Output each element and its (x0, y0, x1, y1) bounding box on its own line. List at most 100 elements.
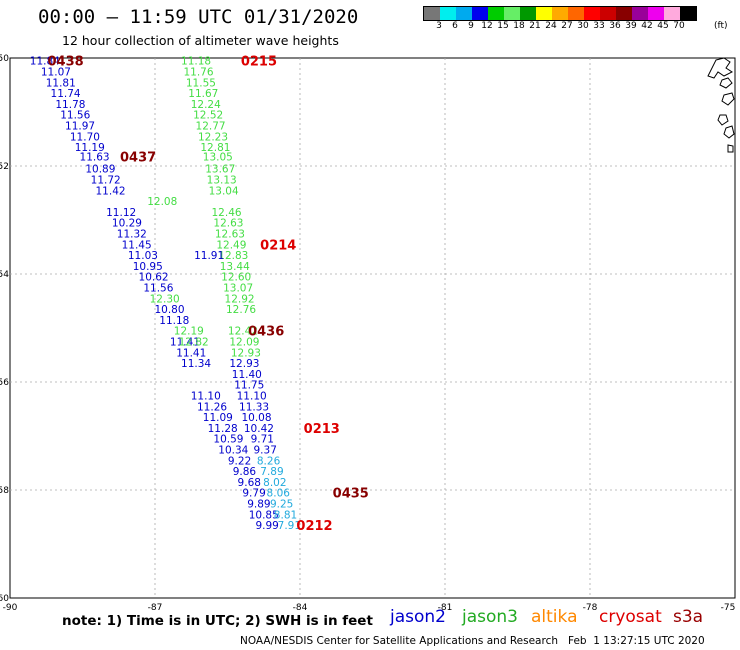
coastline-outline (717, 114, 729, 126)
colorbar-tick-label: 6 (452, 21, 458, 31)
swh-label: 11.76 (183, 67, 213, 79)
swh-label: 11.56 (60, 110, 90, 122)
latitude-tick-label: -58 (0, 486, 9, 496)
swh-label: 11.41 (176, 347, 206, 359)
swh-label: 9.79 (242, 488, 265, 500)
swh-label: 11.18 (181, 56, 211, 68)
pass-time-label: 0436 (248, 325, 284, 340)
colorbar-swatch (600, 7, 616, 20)
swh-label: 11.56 (143, 283, 173, 295)
colorbar-unit: (ft) (714, 21, 728, 31)
colorbar-swatch (664, 7, 680, 20)
swh-label: 11.78 (55, 99, 85, 111)
swh-label: 11.55 (186, 77, 216, 89)
swh-label: 13.44 (220, 261, 250, 273)
longitude-tick-label: -81 (438, 603, 453, 613)
swh-label: 12.19 (174, 326, 204, 338)
swh-label: 12.76 (226, 304, 256, 316)
swh-label: 12.93 (229, 358, 259, 370)
pass-time-label: 0214 (260, 238, 296, 253)
swh-label: 11.33 (239, 401, 269, 413)
swh-label: 12.24 (191, 99, 221, 111)
footer-credit: NOAA/NESDIS Center for Satellite Applica… (240, 635, 705, 647)
coastline-outline (723, 125, 735, 139)
longitude-tick-label: -90 (3, 603, 18, 613)
swh-label: 11.34 (181, 358, 211, 370)
swh-label: 11.70 (70, 131, 100, 143)
colorbar-labels: 3 6 9 12 15 18 21 24 27 30 33 36 39 42 45 70 (423, 21, 740, 33)
swh-label: 13.04 (209, 185, 239, 197)
swh-label: 10.08 (241, 412, 271, 424)
swh-label: 11.63 (80, 151, 110, 163)
colorbar-swatch (440, 7, 456, 20)
swh-label: 8.81 (274, 509, 297, 521)
swh-label: 11.28 (208, 423, 238, 435)
longitude-tick-label: -84 (293, 603, 308, 613)
swh-label: 12.23 (198, 131, 228, 143)
pass-time-label: 0212 (296, 519, 332, 534)
map-subtitle: 12 hour collection of altimeter wave hei… (62, 33, 339, 48)
swh-label: 10.62 (139, 272, 169, 284)
swh-label: 11.74 (51, 88, 81, 100)
swh-label: 9.89 (247, 499, 270, 511)
swh-label: 10.89 (85, 164, 115, 176)
legend-s3a: s3a (673, 607, 704, 627)
wave-height-colorbar (423, 6, 697, 21)
longitude-tick-label: -87 (148, 603, 163, 613)
swh-label: 10.42 (244, 423, 274, 435)
colorbar-tick-label: 3 (436, 21, 442, 31)
longitude-tick-label: -78 (583, 603, 598, 613)
latitude-tick-label: -50 (0, 54, 9, 64)
swh-label: 11.42 (96, 185, 126, 197)
coastline-outline (727, 144, 734, 153)
pass-time-label: 0435 (333, 487, 369, 502)
swh-label: 11.45 (122, 239, 152, 251)
swh-label: 12.82 (179, 337, 209, 349)
swh-label: 11.09 (203, 412, 233, 424)
swh-label: 12.49 (216, 239, 246, 251)
swh-label: 12.63 (213, 218, 243, 230)
swh-label: 11.03 (128, 250, 158, 262)
colorbar-swatch (456, 7, 472, 20)
swh-label: 8.06 (267, 488, 291, 500)
colorbar-swatch (504, 7, 520, 20)
colorbar-tick-label: 24 (545, 21, 557, 31)
swh-label: 10.59 (213, 434, 243, 446)
swh-label: 9.68 (238, 477, 261, 489)
colorbar-tick-label: 12 (481, 21, 493, 31)
swh-label: 7.91 (278, 520, 301, 532)
swh-label: 11.41 (170, 337, 200, 349)
swh-label: 11.97 (65, 121, 95, 133)
colorbar-swatch (616, 7, 632, 20)
map-frame (9, 57, 736, 599)
swh-label: 12.30 (150, 293, 180, 305)
swh-label: 9.37 (254, 445, 277, 457)
pass-time-label: 0213 (304, 422, 340, 437)
colorbar-tick-label: 36 (609, 21, 621, 31)
swh-label: 11.18 (159, 315, 189, 327)
swh-label: 10.95 (133, 261, 163, 273)
swh-label: 10.34 (218, 445, 248, 457)
swh-label: 13.67 (205, 164, 235, 176)
swh-label: 12.08 (147, 196, 177, 208)
swh-label: 12.83 (218, 250, 248, 262)
legend-altika: altika (531, 607, 578, 627)
coastline-outline (707, 57, 733, 79)
swh-label: 9.71 (251, 434, 274, 446)
swh-label: 11.10 (237, 391, 267, 403)
swh-label: 11.12 (106, 207, 136, 219)
colorbar-tick-label: 18 (513, 21, 525, 31)
swh-label: 11.26 (197, 401, 227, 413)
swh-label: 9.99 (255, 520, 278, 532)
latitude-tick-label: -60 (0, 594, 9, 604)
swh-label: 12.93 (231, 347, 261, 359)
swh-label: 13.13 (207, 175, 237, 187)
colorbar-swatch (472, 7, 488, 20)
colorbar-tick-label: 30 (577, 21, 589, 31)
swh-label: 12.81 (200, 142, 230, 154)
swh-label: 11.07 (41, 67, 71, 79)
legend-jason2: jason2 (390, 607, 446, 627)
colorbar-swatch (488, 7, 504, 20)
swh-label: 11.32 (117, 229, 147, 241)
